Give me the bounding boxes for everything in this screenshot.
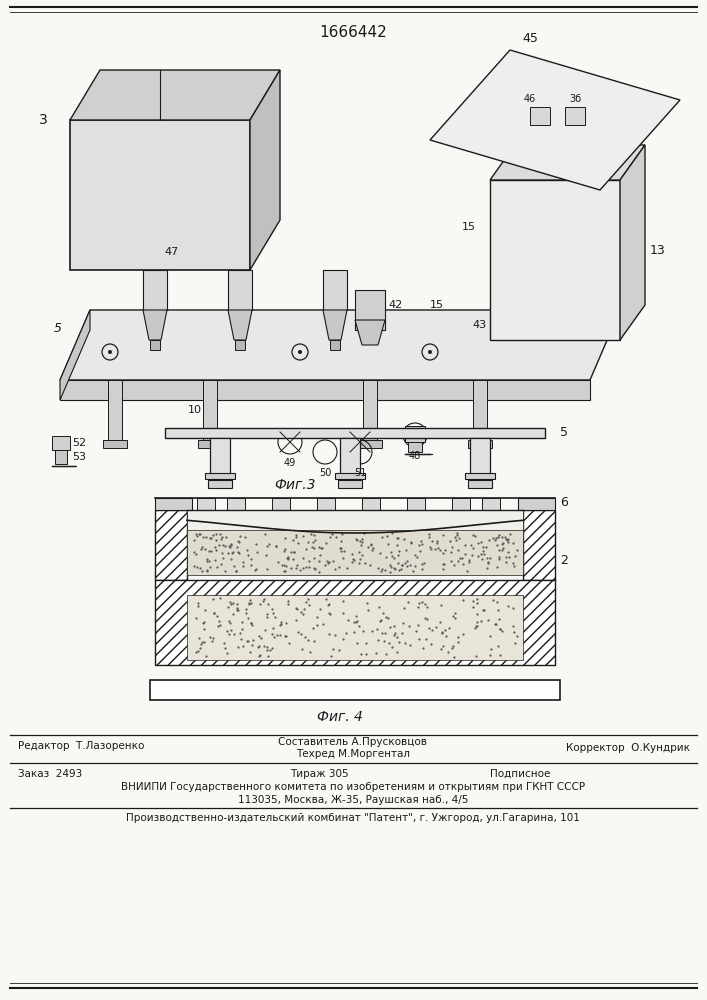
Text: 3: 3 [40,113,48,127]
Polygon shape [228,310,252,340]
Bar [465,473,495,479]
Text: Техред М.Моргентал: Техред М.Моргентал [296,749,410,759]
Bar [405,426,425,442]
Bar [338,480,362,488]
Bar [205,473,235,479]
Text: 48: 48 [409,451,421,461]
Text: 53: 53 [72,452,86,462]
Bar [108,380,122,440]
Text: 50: 50 [319,468,331,478]
Text: 47: 47 [164,247,178,257]
Text: Редактор  Т.Лазоренко: Редактор Т.Лазоренко [18,741,144,751]
Polygon shape [430,50,680,190]
Polygon shape [250,70,280,270]
Text: Производственно-издательский комбинат "Патент", г. Ужгород, ул.Гагарина, 101: Производственно-издательский комбинат "П… [126,813,580,823]
Bar [235,340,245,350]
Text: Корректор  О.Кундрик: Корректор О.Кундрик [566,743,690,753]
Bar [358,440,382,448]
Circle shape [298,350,302,354]
Bar [530,107,550,125]
Text: 3б: 3б [569,94,581,104]
Bar [228,270,252,310]
Bar [187,595,523,660]
Bar [103,440,127,448]
Text: 1666442: 1666442 [319,25,387,40]
Text: 52: 52 [72,438,86,448]
Bar [565,107,585,125]
Polygon shape [490,180,620,340]
Bar [362,498,380,510]
Text: 10: 10 [188,405,202,415]
Circle shape [428,350,432,354]
Bar [227,498,245,510]
Bar [340,438,360,474]
Bar [317,498,335,510]
Bar [363,380,377,440]
Bar [55,450,67,464]
Text: 6: 6 [560,495,568,508]
Bar [272,498,290,510]
Text: 51: 51 [354,468,366,478]
Polygon shape [60,380,590,400]
Text: 46: 46 [524,94,536,104]
Polygon shape [60,310,90,400]
Text: 5: 5 [54,322,62,334]
Bar [187,530,523,575]
Text: 49: 49 [284,458,296,468]
Bar [197,498,215,510]
Bar [518,498,555,510]
Bar [523,510,555,580]
Text: Тираж 305: Тираж 305 [290,769,349,779]
Bar [208,480,232,488]
Bar [330,340,340,350]
Bar [187,510,523,550]
Polygon shape [323,310,347,340]
Text: Фиг.3: Фиг.3 [274,478,316,492]
Text: ВНИИПИ Государственного комитета по изобретениям и открытиям при ГКНТ СССР: ВНИИПИ Государственного комитета по изоб… [121,782,585,792]
Bar [143,270,167,310]
Bar [155,510,187,580]
Text: Фиг. 4: Фиг. 4 [317,710,363,724]
Text: Заказ  2493: Заказ 2493 [18,769,82,779]
Bar [355,290,385,330]
Bar [335,473,365,479]
Bar [468,440,492,448]
Bar [198,440,222,448]
Bar [155,498,192,510]
Text: 42: 42 [388,300,402,310]
Polygon shape [355,320,385,345]
Bar [155,580,555,665]
Text: Подписное: Подписное [490,769,550,779]
Text: 43: 43 [473,320,487,330]
Text: 45: 45 [522,32,538,45]
Polygon shape [490,145,645,180]
Bar [203,380,217,440]
Text: 13: 13 [650,243,666,256]
Bar [473,380,487,440]
Polygon shape [620,145,645,340]
Bar [482,498,500,510]
Text: 15: 15 [430,300,444,310]
Bar [408,442,422,452]
Text: 2: 2 [560,554,568,566]
Bar [468,480,492,488]
Bar [323,270,347,310]
Bar [165,428,545,438]
Text: 5: 5 [560,426,568,440]
Circle shape [108,350,112,354]
Bar [150,680,560,700]
Text: Составитель А.Прусковцов: Составитель А.Прусковцов [279,737,428,747]
Bar [407,498,425,510]
Polygon shape [60,310,620,380]
Polygon shape [70,120,250,270]
Polygon shape [70,70,280,120]
Text: 15: 15 [462,222,476,232]
Bar [470,438,490,474]
Bar [452,498,470,510]
Bar [210,438,230,474]
Polygon shape [143,310,167,340]
Bar [150,340,160,350]
Text: 113035, Москва, Ж-35, Раушская наб., 4/5: 113035, Москва, Ж-35, Раушская наб., 4/5 [238,795,468,805]
Bar [52,436,70,450]
